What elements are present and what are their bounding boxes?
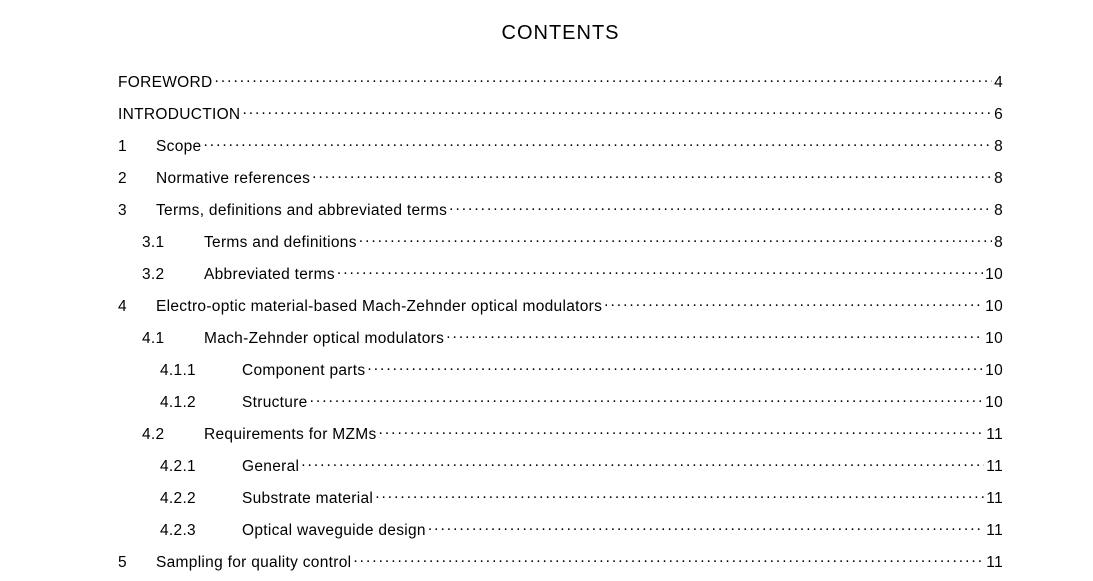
toc-entry-page: 10: [985, 330, 1003, 348]
toc-entry-text: Terms and definitions: [204, 234, 357, 252]
toc-entry-text: Component parts: [242, 362, 365, 380]
toc-leader-dots: [446, 327, 983, 343]
toc-entry-page: 11: [986, 426, 1003, 444]
toc-leader-dots: [604, 295, 983, 311]
toc-entry-page: 8: [994, 170, 1003, 188]
toc-leader-dots: [301, 455, 984, 471]
toc-entry-text: Substrate material: [242, 490, 373, 508]
toc-leader-dots: [359, 231, 992, 247]
toc-entry: 5Sampling for quality control 11: [118, 551, 1003, 572]
contents-title: CONTENTS: [118, 22, 1003, 45]
toc-entry-page: 10: [985, 394, 1003, 412]
toc-entry-number: 4.1.1: [160, 362, 242, 380]
toc-leader-dots: [428, 519, 984, 535]
toc-leader-dots: [367, 359, 983, 375]
toc-leader-dots: [379, 423, 985, 439]
toc-entry-page: 10: [985, 266, 1003, 284]
toc-entry-page: 4: [994, 74, 1003, 92]
toc-entry: 3Terms, definitions and abbreviated term…: [118, 199, 1003, 220]
toc-entry-page: 11: [986, 554, 1003, 572]
toc-entry: 4.2.1General 11: [118, 455, 1003, 476]
toc-entry-number: 4.1.2: [160, 394, 242, 412]
toc-entry-text: Sampling for quality control: [156, 554, 351, 572]
toc-entry-text: Scope: [156, 138, 201, 156]
toc-leader-dots: [375, 487, 984, 503]
toc-entry: 4Electro-optic material-based Mach-Zehnd…: [118, 295, 1003, 316]
toc-entry: 1Scope 8: [118, 135, 1003, 156]
toc-leader-dots: [449, 199, 992, 215]
toc-entry: 4.2.3Optical waveguide design 11: [118, 519, 1003, 540]
toc-entry-text: Abbreviated terms: [204, 266, 335, 284]
toc-leader-dots: [353, 551, 984, 567]
toc-entry-number: 3.1: [142, 234, 204, 252]
toc-entry-number: 4.2: [142, 426, 204, 444]
toc-entry: 4.2.2Substrate material 11: [118, 487, 1003, 508]
toc-entry-page: 8: [994, 234, 1003, 252]
toc-entry-page: 11: [986, 522, 1003, 540]
toc-entry: INTRODUCTION 6: [118, 103, 1003, 124]
toc-entry-text: Structure: [242, 394, 308, 412]
toc-entry-page: 10: [985, 298, 1003, 316]
toc-entry-number: 4.1: [142, 330, 204, 348]
toc-entry-text: Normative references: [156, 170, 310, 188]
toc-entry-page: 11: [986, 458, 1003, 476]
toc-entry-number: 4.2.3: [160, 522, 242, 540]
toc-entry-number: 5: [118, 554, 156, 572]
toc-entry-page: 10: [985, 362, 1003, 380]
toc-leader-dots: [215, 71, 993, 87]
toc-entry: 3.1Terms and definitions 8: [118, 231, 1003, 252]
toc-entry-text: General: [242, 458, 299, 476]
toc-entry-number: 3.2: [142, 266, 204, 284]
toc-entry-text: Mach-Zehnder optical modulators: [204, 330, 444, 348]
toc-entry-text: INTRODUCTION: [118, 106, 240, 124]
toc-entry-page: 11: [986, 490, 1003, 508]
toc-entry: 3.2Abbreviated terms 10: [118, 263, 1003, 284]
toc-entry: 4.1.1Component parts 10: [118, 359, 1003, 380]
toc-entry: FOREWORD 4: [118, 71, 1003, 92]
toc-leader-dots: [310, 391, 984, 407]
toc-entry: 4.1Mach-Zehnder optical modulators 10: [118, 327, 1003, 348]
toc-entry-text: Terms, definitions and abbreviated terms: [156, 202, 447, 220]
toc-leader-dots: [312, 167, 992, 183]
table-of-contents: FOREWORD4INTRODUCTION61Scope82Normative …: [118, 71, 1003, 572]
toc-leader-dots: [242, 103, 992, 119]
toc-leader-dots: [337, 263, 983, 279]
toc-entry: 4.2Requirements for MZMs 11: [118, 423, 1003, 444]
toc-entry-text: Electro-optic material-based Mach-Zehnde…: [156, 298, 602, 316]
toc-entry-text: FOREWORD: [118, 74, 213, 92]
toc-entry-page: 8: [994, 138, 1003, 156]
toc-entry-number: 2: [118, 170, 156, 188]
toc-leader-dots: [203, 135, 992, 151]
toc-entry-number: 1: [118, 138, 156, 156]
toc-entry-text: Optical waveguide design: [242, 522, 426, 540]
toc-entry-number: 4.2.1: [160, 458, 242, 476]
toc-entry: 4.1.2Structure 10: [118, 391, 1003, 412]
toc-entry-number: 4.2.2: [160, 490, 242, 508]
toc-entry: 2Normative references 8: [118, 167, 1003, 188]
toc-entry-page: 6: [994, 106, 1003, 124]
toc-entry-number: 3: [118, 202, 156, 220]
toc-entry-number: 4: [118, 298, 156, 316]
toc-entry-page: 8: [994, 202, 1003, 220]
toc-entry-text: Requirements for MZMs: [204, 426, 377, 444]
document-page: CONTENTS FOREWORD4INTRODUCTION61Scope82N…: [0, 0, 1093, 581]
